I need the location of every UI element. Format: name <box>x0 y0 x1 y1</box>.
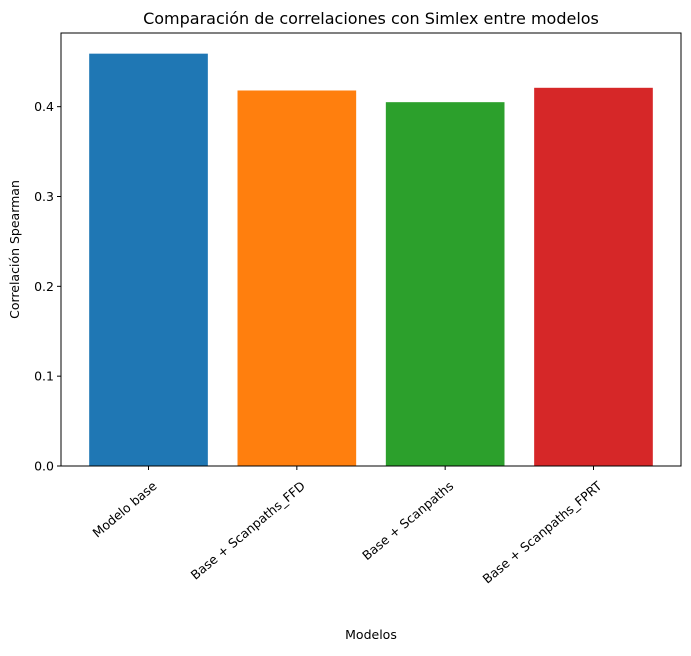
x-tick-label: Base + Scanpaths_FPRT <box>480 478 605 587</box>
bar-base-scanpaths-ffd <box>237 90 357 466</box>
y-axis-label: Correlación Spearman <box>7 180 22 319</box>
y-tick-label: 0.0 <box>34 459 54 474</box>
x-axis-ticks: Modelo base Base + Scanpaths_FFD Base + Sc… <box>89 466 605 587</box>
x-tick-label: Base + Scanpaths <box>359 478 456 563</box>
plot-area-frame <box>60 32 682 467</box>
y-axis-ticks: 0.0 0.1 0.2 0.3 0.4 <box>34 99 61 474</box>
chart-title: Comparación de correlaciones con Simlex … <box>143 9 599 28</box>
x-tick-label: Modelo base <box>89 478 159 540</box>
y-tick-label: 0.4 <box>34 99 54 114</box>
bar-modelo-base <box>89 53 208 466</box>
bar-base-scanpaths <box>385 102 505 467</box>
y-tick-label: 0.1 <box>34 369 54 384</box>
y-tick-label: 0.3 <box>34 189 54 204</box>
bars-group <box>89 53 653 467</box>
x-axis-label: Modelos <box>345 627 397 642</box>
y-tick-label: 0.2 <box>34 279 54 294</box>
bar-base-scanpaths-fprt <box>534 87 653 466</box>
x-tick-label: Base + Scanpaths_FFD <box>188 478 308 582</box>
